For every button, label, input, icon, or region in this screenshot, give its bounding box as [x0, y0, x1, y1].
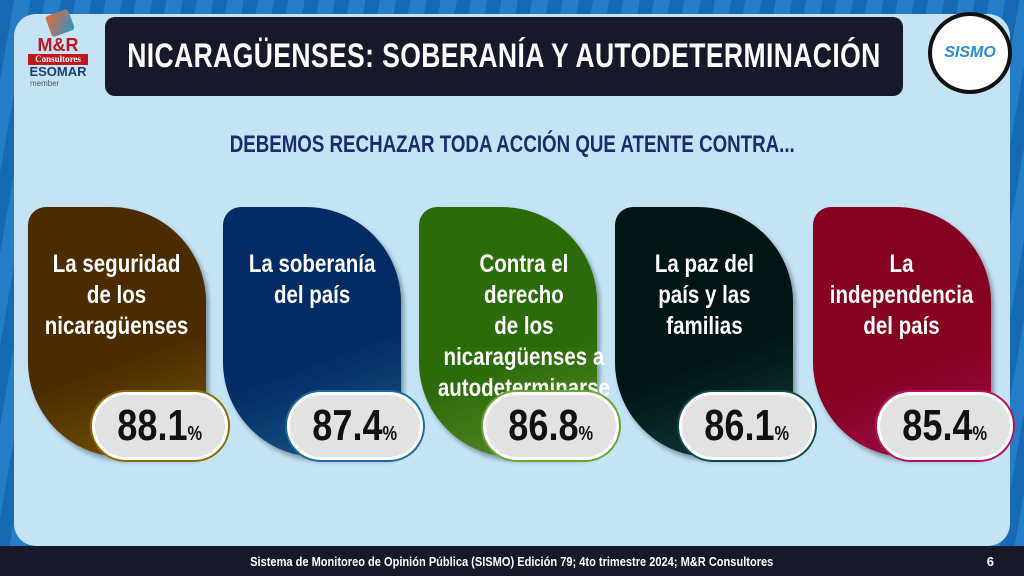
percentage-badge: 85.4% [877, 392, 1013, 460]
card-label-text: Contra el derecho de los nicaragüenses a… [437, 250, 610, 402]
card-label: Contra el derecho de los nicaragüenses a… [419, 249, 610, 404]
card-label-text: La seguridad de los nicaragüenses [45, 250, 189, 340]
footer-source: Sistema de Monitoreo de Opinión Pública … [250, 553, 774, 569]
tablet-icon [44, 8, 76, 38]
card-label-text: La independencia del país [830, 250, 974, 340]
percentage-unit: % [972, 423, 988, 445]
percentage-unit: % [774, 423, 790, 445]
card-label: La paz del país y las familias [615, 249, 793, 342]
percentage-badge: 88.1% [92, 392, 228, 460]
percentage-value: 86.8 [508, 401, 579, 450]
percentage-badge: 87.4% [287, 392, 423, 460]
card-label: La soberanía del país [223, 249, 401, 311]
mr-consultores-logo: M&R Consultores ESOMAR member [28, 8, 88, 95]
percentage-value: 86.1 [704, 401, 775, 450]
logo-consultores-text: Consultores [28, 54, 88, 65]
subtitle: DEBEMOS RECHAZAR TODA ACCIÓN QUE ATENTE … [0, 131, 1024, 159]
card-label-text: La paz del país y las familias [654, 250, 754, 340]
page-title: NICARAGÜENSES: SOBERANÍA Y AUTODETERMINA… [127, 37, 881, 75]
percentage-value: 87.4 [312, 401, 383, 450]
percentage-value: 88.1 [117, 401, 188, 450]
percentage-unit: % [382, 423, 398, 445]
percentage-unit: % [187, 423, 203, 445]
sismo-logo-text: SISMO [944, 44, 996, 61]
percentage-value: 85.4 [902, 401, 973, 450]
percentage-badge: 86.1% [679, 392, 815, 460]
logo-mr-text: M&R [37, 35, 79, 55]
percentage-badge: 86.8% [483, 392, 619, 460]
footer: Sistema de Monitoreo de Opinión Pública … [0, 546, 1024, 576]
title-bar: NICARAGÜENSES: SOBERANÍA Y AUTODETERMINA… [105, 17, 903, 96]
percentage-unit: % [578, 423, 594, 445]
logo-esomar-text: ESOMAR [29, 64, 87, 79]
page-number: 6 [986, 553, 994, 569]
logo-member-text: member [30, 79, 60, 88]
card-label: La seguridad de los nicaragüenses [28, 249, 206, 342]
card-label-text: La soberanía del país [248, 250, 376, 309]
subtitle-text: DEBEMOS RECHAZAR TODA ACCIÓN QUE ATENTE … [229, 131, 795, 158]
card-label: La independencia del país [813, 249, 991, 342]
sismo-logo: SISMO [928, 12, 1012, 94]
